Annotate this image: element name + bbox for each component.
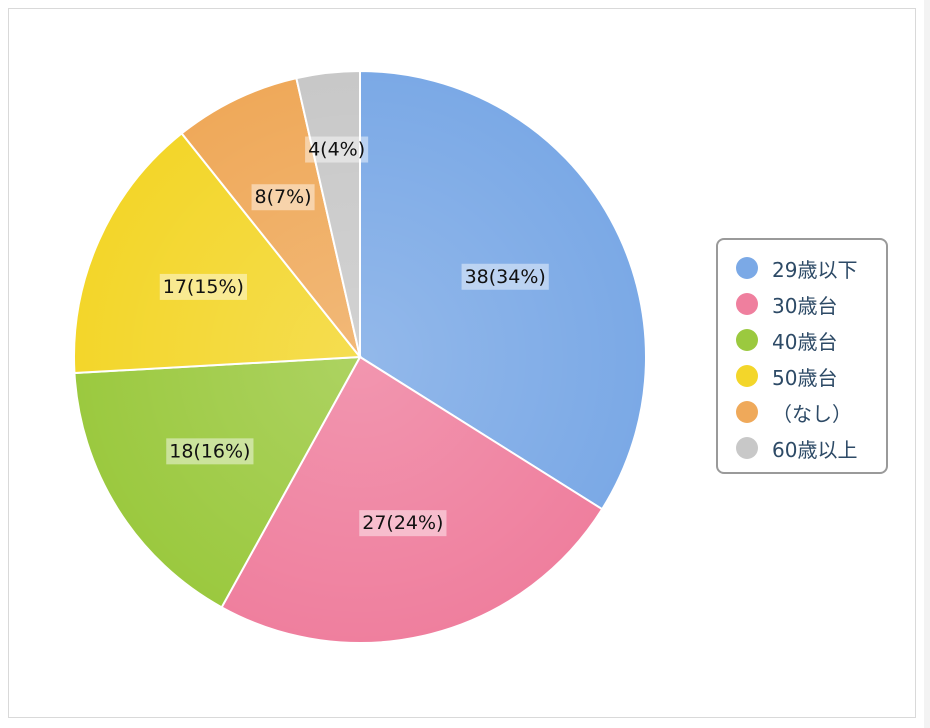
legend-swatch-icon xyxy=(736,293,758,315)
legend-item-60-over: 60歳以上 xyxy=(736,430,886,466)
legend-item-29-under: 29歳以下 xyxy=(736,250,886,286)
slice-data-label: 38(34%) xyxy=(465,266,546,288)
slice-data-label: 4(4%) xyxy=(308,139,365,161)
legend-item-40s: 40歳台 xyxy=(736,322,886,358)
legend-item-none: （なし） xyxy=(736,394,886,430)
slice-label-background xyxy=(166,438,254,465)
legend-label: 50歳台 xyxy=(772,365,838,390)
legend-swatch-icon xyxy=(736,257,758,279)
legend-swatch-icon xyxy=(736,401,758,423)
slice-label-background xyxy=(159,273,247,300)
legend: 29歳以下 30歳台 40歳台 50歳台 （なし） 60歳以上 xyxy=(716,238,888,474)
slice-label-background xyxy=(305,136,369,163)
legend-item-30s: 30歳台 xyxy=(736,286,886,322)
scrollbar-edge xyxy=(924,0,930,728)
legend-item-50s: 50歳台 xyxy=(736,358,886,394)
legend-label: 60歳以上 xyxy=(772,437,858,462)
slice-data-label: 18(16%) xyxy=(169,440,250,462)
slice-data-label: 17(15%) xyxy=(163,276,244,298)
legend-label: 40歳台 xyxy=(772,329,838,354)
legend-label: （なし） xyxy=(772,401,852,426)
legend-label: 29歳以下 xyxy=(772,257,858,282)
legend-swatch-icon xyxy=(736,329,758,351)
legend-swatch-icon xyxy=(736,437,758,459)
legend-swatch-icon xyxy=(736,365,758,387)
legend-label: 30歳台 xyxy=(772,293,838,318)
slice-label-background xyxy=(359,510,447,537)
slice-label-background xyxy=(461,263,549,290)
slice-data-label: 27(24%) xyxy=(362,512,443,534)
slice-label-background xyxy=(251,184,315,211)
pie-data-labels: 38(34%) 27(24%) 18(16%) 17(15%) 8(7%) 4(4%) xyxy=(159,136,549,537)
slice-data-label: 8(7%) xyxy=(255,186,312,208)
